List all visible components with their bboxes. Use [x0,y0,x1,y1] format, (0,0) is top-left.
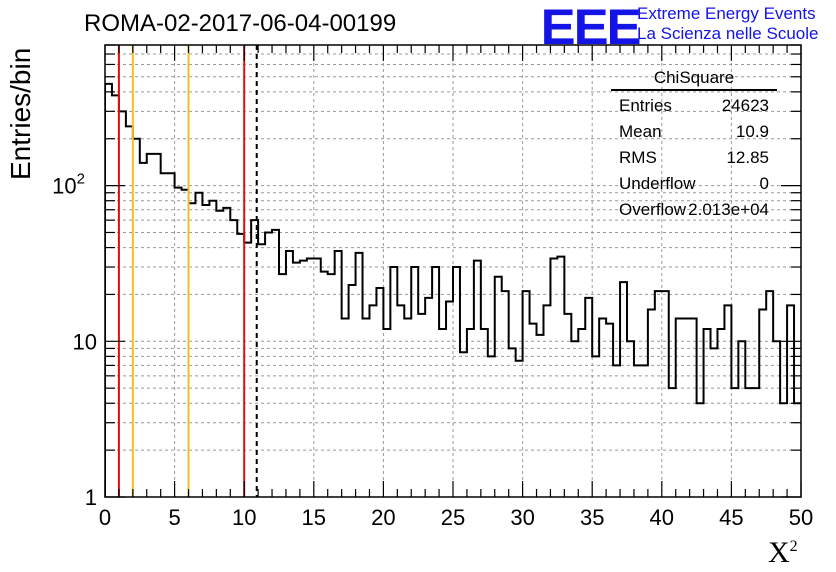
stats-row-mean: Mean 10.9 [611,119,777,145]
stats-row-rms: RMS 12.85 [611,145,777,171]
x-tick-label: 15 [302,505,326,530]
x-tick-label: 45 [719,505,743,530]
y-tick-label: 10 [73,329,97,354]
stats-key: Entries [619,96,672,115]
x-tick-label: 20 [371,505,395,530]
histogram-line [105,82,801,497]
stats-value: 0 [759,174,769,193]
x-tick-label: 5 [168,505,180,530]
stats-value: 12.85 [726,148,769,167]
stats-key: RMS [619,148,657,167]
y-axis-label: Entries/bin [5,47,36,180]
x-tick-label: 35 [580,505,604,530]
x-axis-label: X2 [768,536,798,569]
stats-row-underflow: Underflow 0 [611,171,777,197]
stats-value: 10.9 [735,122,769,141]
eee-logo-line1: Extreme Energy Events [637,4,816,23]
chart-title: ROMA-02-2017-06-04-00199 [84,10,397,37]
stats-box-title: ChiSquare [611,68,777,91]
x-tick-label: 10 [232,505,256,530]
stats-key: Underflow [619,174,696,193]
x-tick-label: 30 [510,505,534,530]
x-tick-label: 50 [789,505,813,530]
stats-key: Overflow [619,200,687,219]
y-tick-label: 1 [85,485,97,510]
stats-box: ChiSquare Entries 24623 Mean 10.9 RMS 12… [611,68,777,223]
x-tick-label: 25 [441,505,465,530]
stats-key: Mean [619,122,662,141]
y-tick-label: 102 [52,171,85,199]
eee-logo: EEE [540,0,642,55]
stats-row-overflow: Overflow 2.013e+04 [611,197,777,223]
x-tick-label: 0 [99,505,111,530]
x-tick-label: 40 [650,505,674,530]
stats-value: 2.013e+04 [688,200,769,219]
stats-row-entries: Entries 24623 [611,93,777,119]
eee-logo-line2: La Scienza nelle Scuole [637,24,819,43]
stats-value: 24623 [721,96,769,115]
